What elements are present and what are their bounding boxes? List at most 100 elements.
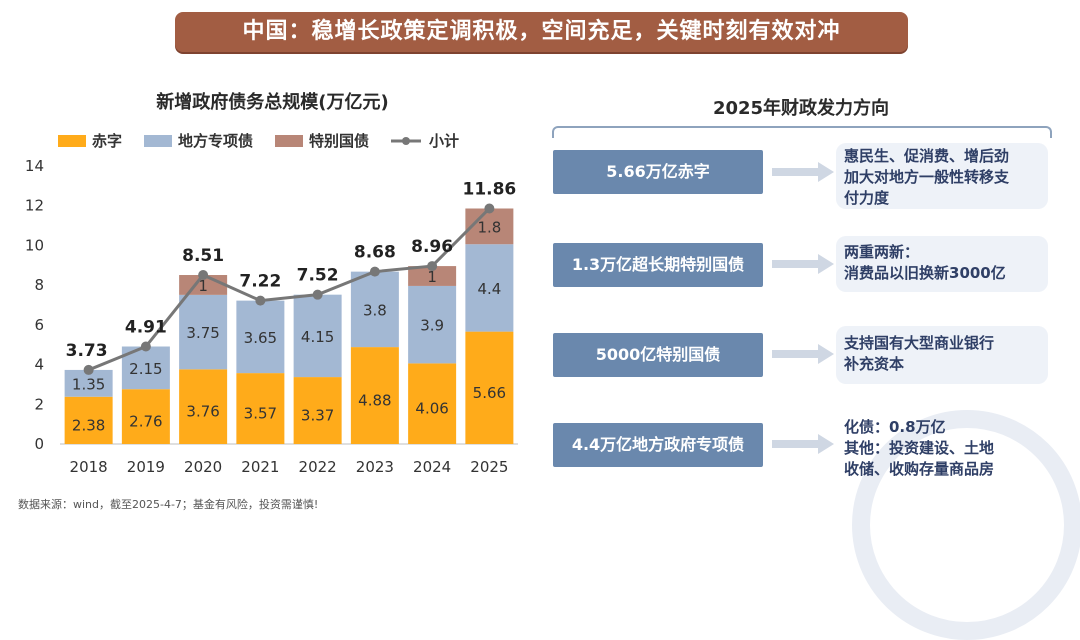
- segment-label: 2.15: [129, 360, 162, 378]
- bar-segment: [350, 271, 399, 348]
- segment-label: 3.57: [244, 405, 277, 423]
- arrow-right-icon: [772, 162, 834, 182]
- total-label: 11.86: [462, 179, 516, 199]
- bar-segment: [408, 266, 457, 286]
- subtotal-point: [427, 261, 438, 272]
- segment-label: 4.15: [301, 328, 334, 346]
- desc-line: 消费品以旧换新3000亿: [844, 264, 1006, 282]
- total-label: 3.73: [66, 341, 108, 361]
- data-source-note: 数据来源：wind，截至2025-4-7；基金有风险，投资需谨慎!: [18, 498, 319, 511]
- y-tick-label: 2: [34, 395, 44, 413]
- policy-box-ultra-long-bond: 1.3万亿超长期特别国债: [553, 243, 763, 287]
- x-tick-label: 2021: [241, 458, 279, 476]
- total-label: 4.91: [125, 318, 167, 338]
- desc-line: 付力度: [844, 189, 890, 207]
- chart-title: 新增政府债务总规模(万亿元): [156, 92, 389, 113]
- x-tick-label: 2022: [299, 458, 337, 476]
- y-tick-label: 6: [34, 316, 44, 334]
- subtotal-point: [140, 341, 151, 352]
- segment-label: 1: [427, 268, 437, 286]
- desc-line: 收储、收购存量商品房: [844, 460, 995, 478]
- segment-label: 3.75: [186, 324, 219, 342]
- arrow-right-icon: [772, 434, 834, 454]
- desc-line: 补充资本: [844, 355, 905, 373]
- total-label: 7.52: [297, 266, 339, 286]
- x-tick-label: 2023: [356, 458, 394, 476]
- bar-segment: [293, 294, 342, 378]
- total-label: 8.96: [411, 237, 453, 257]
- segment-label: 4.06: [415, 400, 448, 418]
- legend-swatch: [58, 135, 86, 147]
- y-tick-label: 10: [25, 236, 44, 254]
- legend-swatch: [275, 135, 303, 147]
- segment-label: 1.35: [72, 375, 105, 393]
- subtotal-point: [83, 364, 94, 375]
- legend-label: 小计: [429, 132, 459, 150]
- x-tick-label: 2019: [127, 458, 165, 476]
- segment-label: 3.9: [420, 317, 444, 335]
- bar-segment: [179, 369, 228, 444]
- bar-segment: [121, 389, 170, 444]
- subtotal-point: [198, 270, 209, 281]
- subtotal-point: [484, 203, 495, 214]
- subtotal-line: [88, 207, 491, 372]
- bar-segment: [465, 331, 514, 444]
- bar-segment: [64, 396, 113, 444]
- page-banner: 中国：稳增长政策定调积极，空间充足，关键时刻有效对冲: [175, 12, 908, 52]
- subtotal-point: [369, 266, 380, 277]
- x-tick-label: 2024: [413, 458, 451, 476]
- policy-box-local-special-bond: 4.4万亿地方政府专项债: [553, 423, 763, 467]
- y-tick-label: 0: [34, 435, 44, 453]
- y-tick-label: 4: [34, 356, 44, 374]
- policy-box-deficit: 5.66万亿赤字: [553, 150, 763, 194]
- desc-line: 支持国有大型商业银行: [844, 334, 995, 352]
- desc-local-special-bond: 化债：0.8万亿 其他：投资建设、土地 收储、收购存量商品房: [836, 414, 1048, 484]
- segment-label: 5.66: [473, 384, 506, 402]
- legend-label: 赤字: [92, 132, 122, 150]
- x-tick-label: 2025: [470, 458, 508, 476]
- desc-line: 加大对地方一般性转移支: [844, 168, 1010, 186]
- total-label: 7.22: [239, 272, 281, 292]
- segment-label: 3.65: [244, 329, 277, 347]
- bar-segment: [350, 347, 399, 444]
- debt-chart: 赤字 地方专项债 特别国债 小计 0 2 4 6 8 10 12 14 2.38 1.35 2018 2.76…: [25, 132, 518, 476]
- segment-label: 1: [198, 277, 208, 295]
- total-label: 8.68: [354, 243, 396, 263]
- legend-swatch: [144, 135, 172, 147]
- segment-label: 3.8: [363, 301, 387, 319]
- right-bracket: [552, 126, 1052, 138]
- bar-segment: [408, 363, 457, 444]
- segment-label: 1.8: [477, 218, 501, 236]
- segment-label: 2.38: [72, 416, 105, 434]
- y-tick-label: 12: [25, 197, 44, 215]
- x-tick-label: 2020: [184, 458, 222, 476]
- bar-segment: [293, 377, 342, 444]
- y-tick-label: 8: [34, 276, 44, 294]
- segment-label: 3.76: [186, 403, 219, 421]
- desc-line: 化债：0.8万亿: [844, 418, 946, 436]
- bar-segment: [236, 300, 285, 374]
- desc-line: 其他：投资建设、土地: [844, 439, 995, 457]
- segment-label: 2.76: [129, 413, 162, 431]
- x-tick-label: 2018: [70, 458, 108, 476]
- segment-label: 3.37: [301, 407, 334, 425]
- desc-ultra-long-bond: 两重两新： 消费品以旧换新3000亿: [836, 236, 1048, 292]
- right-title: 2025年财政发力方向: [712, 98, 890, 119]
- subtotal-point: [255, 295, 266, 306]
- bar-segment: [465, 244, 514, 332]
- arrow-right-icon: [772, 344, 834, 364]
- legend-label: 地方专项债: [178, 132, 253, 150]
- legend-line-marker: [402, 137, 410, 145]
- policy-box-special-bond: 5000亿特别国债: [553, 333, 763, 377]
- legend-label: 特别国债: [309, 132, 369, 150]
- desc-deficit: 惠民生、促消费、增后劲 加大对地方一般性转移支 付力度: [836, 143, 1048, 209]
- segment-label: 4.4: [477, 280, 501, 298]
- bar-segment: [179, 294, 228, 370]
- desc-special-bond: 支持国有大型商业银行 补充资本: [836, 326, 1048, 384]
- bar-segment: [236, 373, 285, 444]
- desc-line: 两重两新：: [844, 243, 920, 261]
- subtotal-point: [312, 289, 323, 300]
- segment-label: 4.88: [358, 392, 391, 410]
- arrow-right-icon: [772, 254, 834, 274]
- desc-line: 惠民生、促消费、增后劲: [844, 147, 1010, 165]
